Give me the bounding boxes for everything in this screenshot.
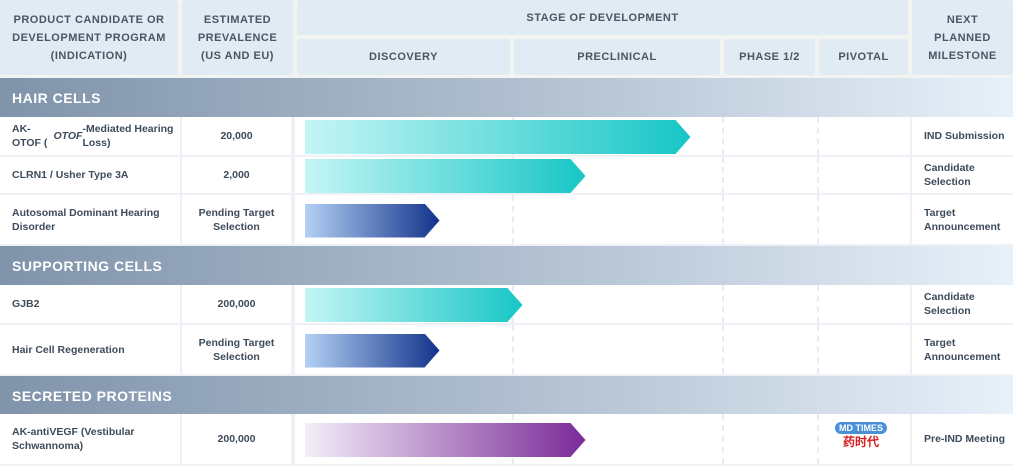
- progress-bar: [305, 288, 523, 322]
- progress-bar: [305, 159, 586, 193]
- section-band: HAIR CELLS: [0, 78, 1013, 117]
- program-name: AK-OTOF (OTOF -Mediated Hearing Loss): [12, 123, 174, 149]
- stage-divider: [512, 325, 514, 374]
- stage-preclinical: PRECLINICAL: [514, 39, 720, 75]
- stage-divider: [722, 325, 724, 374]
- next-milestone: Target Announcement: [910, 325, 1010, 374]
- next-milestone: Candidate Selection: [910, 285, 1010, 323]
- stage-divider: [722, 157, 724, 193]
- stage-phase12: PHASE 1/2: [724, 39, 815, 75]
- column-divider: [293, 414, 295, 464]
- header-milestone: NEXT PLANNED MILESTONE: [912, 0, 1013, 75]
- stage-pivotal: PIVOTAL: [819, 39, 908, 75]
- program-name: CLRN1 / Usher Type 3A: [12, 169, 129, 181]
- stage-divider: [722, 117, 724, 155]
- stage-divider: [512, 195, 514, 244]
- section-band: SECRETED PROTEINS: [0, 376, 1013, 415]
- progress-bar: [305, 204, 440, 238]
- table-row: AK-OTOF (OTOF -Mediated Hearing Loss) 20,…: [0, 117, 1013, 157]
- table-row: Hair Cell Regeneration Pending Target Se…: [0, 325, 1013, 376]
- section-band: SUPPORTING CELLS: [0, 246, 1013, 285]
- next-milestone: IND Submission: [910, 117, 1010, 155]
- prevalence: Pending Target Selection: [180, 325, 293, 374]
- prevalence: 2,000: [180, 157, 293, 193]
- program-name: GJB2: [12, 298, 40, 310]
- program-name: Autosomal Dominant Hearing Disorder: [12, 206, 160, 233]
- prevalence: 200,000: [180, 285, 293, 323]
- stage-divider: [817, 325, 819, 374]
- column-divider: [293, 157, 295, 193]
- header-prevalence: ESTIMATED PREVALENCE (US AND EU): [182, 0, 293, 75]
- table-row: CLRN1 / Usher Type 3A 2,000 Candidate Se…: [0, 157, 1013, 195]
- column-divider: [293, 117, 295, 155]
- column-divider: [293, 325, 295, 374]
- stage-divider: [817, 157, 819, 193]
- progress-bar: [305, 334, 440, 368]
- stage-divider: [722, 285, 724, 323]
- table-row: GJB2 200,000 Candidate Selection: [0, 285, 1013, 325]
- next-milestone: Candidate Selection: [910, 157, 1010, 193]
- program-name: Hair Cell Regeneration: [12, 343, 125, 356]
- header-stage: STAGE OF DEVELOPMENT: [297, 0, 908, 35]
- column-divider: [293, 285, 295, 323]
- stage-divider: [722, 414, 724, 464]
- next-milestone: Pre-IND Meeting: [910, 414, 1010, 464]
- prevalence: 200,000: [180, 414, 293, 464]
- table-row: Autosomal Dominant Hearing Disorder Pend…: [0, 195, 1013, 246]
- progress-bar: [305, 423, 586, 457]
- program-name: AK-antiVEGF (Vestibular Schwannoma): [12, 426, 135, 452]
- stage-divider: [817, 195, 819, 244]
- progress-bar: [305, 120, 691, 154]
- stage-divider: [817, 117, 819, 155]
- stage-divider: [817, 285, 819, 323]
- watermark-logo: MD TIMES 药时代: [835, 421, 887, 450]
- stage-divider: [722, 195, 724, 244]
- stage-divider: [817, 414, 819, 464]
- header-product: PRODUCT CANDIDATE OR DEVELOPMENT PROGRAM…: [0, 0, 178, 75]
- prevalence: Pending Target Selection: [180, 195, 293, 244]
- stage-discovery: DISCOVERY: [297, 39, 510, 75]
- prevalence: 20,000: [180, 117, 293, 155]
- next-milestone: Target Announcement: [910, 195, 1010, 244]
- column-divider: [293, 195, 295, 244]
